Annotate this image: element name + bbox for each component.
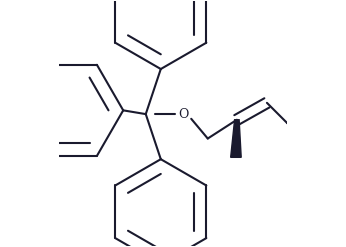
Text: O: O — [178, 108, 189, 121]
Polygon shape — [231, 120, 241, 157]
